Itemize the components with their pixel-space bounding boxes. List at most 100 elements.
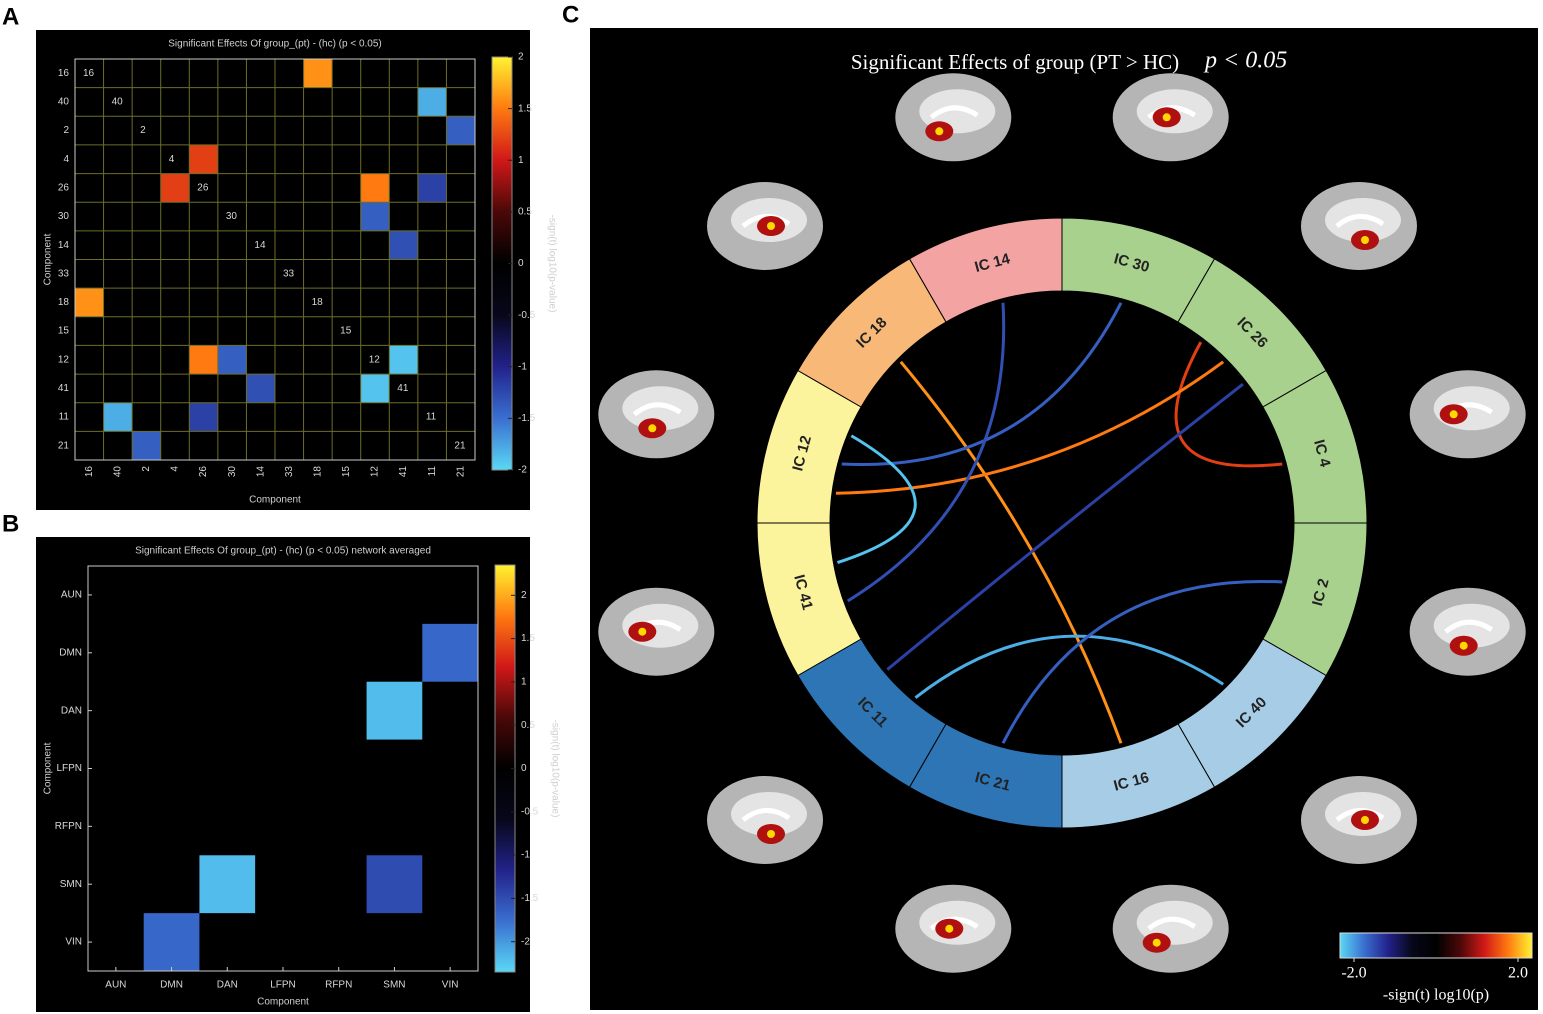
panel: [590, 28, 1538, 1010]
brain-peak: [935, 127, 944, 136]
diagonal-label: 11: [426, 412, 437, 423]
cell: [303, 59, 333, 88]
brain-thumbnail: [598, 370, 715, 459]
cell: [360, 202, 390, 231]
brain-peak: [767, 829, 776, 838]
x-tick-label: 14: [255, 466, 266, 478]
diagonal-label: 18: [312, 297, 324, 308]
y-tick-label: AUN: [61, 590, 82, 601]
x-tick-label: LFPN: [270, 980, 296, 991]
colorbar-tick-label: -2: [518, 465, 527, 476]
brain-callosum: [632, 402, 682, 417]
link: [899, 360, 1123, 744]
cell: [246, 374, 275, 403]
diagonal-label: 40: [112, 97, 124, 108]
cell: [360, 173, 390, 203]
brain-peak: [767, 222, 776, 231]
colorbar-label: -sign(t) log10(p-value): [549, 720, 560, 818]
y-tick-label: 40: [58, 97, 70, 108]
brain-thumbnail: [598, 587, 715, 676]
brain-thumbnail: [707, 775, 824, 864]
y-tick-label: 12: [58, 354, 70, 365]
x-tick-label: 18: [312, 466, 323, 478]
brain-peak: [1360, 236, 1369, 245]
colorbar-tick-label: 0: [521, 763, 527, 774]
cell: [366, 681, 423, 740]
y-tick-label: 41: [58, 383, 70, 394]
colorbar-tick-label: 1: [518, 155, 524, 166]
y-tick-label: 30: [58, 211, 70, 222]
brain-fold: [1324, 198, 1401, 243]
link: [1174, 341, 1283, 468]
cell: [189, 402, 218, 432]
cell: [389, 230, 418, 260]
link: [835, 360, 1225, 495]
x-tick-label: 15: [341, 466, 352, 478]
diagonal-label: 15: [340, 326, 352, 337]
y-tick-label: 4: [63, 154, 69, 165]
panel: [36, 537, 530, 1012]
x-tick-label: 2: [141, 466, 152, 472]
x-tick-label: DMN: [160, 980, 183, 991]
colorbar-tick-label: 1.5: [521, 633, 535, 644]
diagonal-label: 33: [283, 268, 295, 279]
y-tick-label: SMN: [60, 879, 82, 890]
cell: [366, 855, 423, 914]
brain-peak: [638, 627, 647, 636]
brain-callosum: [929, 105, 979, 120]
brain-callosum: [929, 916, 979, 931]
brain-thumbnail: [707, 182, 824, 271]
y-tick-label: 26: [58, 183, 70, 194]
x-axis-label: Component: [249, 495, 301, 506]
cell: [417, 87, 447, 117]
brain-callosum: [1147, 916, 1197, 931]
x-tick-label: AUN: [105, 980, 126, 991]
x-tick-label: 11: [427, 466, 438, 477]
x-tick-label: RFPN: [325, 980, 352, 991]
chart-subtitle: p < 0.05: [1203, 48, 1287, 74]
colorbar-tick-label: 0: [518, 258, 524, 269]
y-tick-label: 14: [58, 240, 70, 251]
brain-peak: [1459, 641, 1468, 650]
brain-callosum: [1147, 105, 1197, 120]
brain-peak: [1152, 938, 1161, 947]
link: [1001, 579, 1283, 744]
colorbar-tick-label: 1: [521, 677, 527, 688]
x-tick-label: DAN: [217, 980, 238, 991]
brain-fold: [622, 386, 699, 431]
brain-callosum: [1444, 619, 1494, 634]
chart-title: Significant Effects of group (PT > HC): [851, 50, 1179, 74]
brain-callosum: [741, 807, 791, 822]
colorbar-tick-label: -0.5: [521, 806, 539, 817]
brain-callosum: [1335, 807, 1385, 822]
colorbar-tick-label: -1.5: [518, 413, 536, 424]
diagonal-label: 30: [226, 211, 238, 222]
colorbar-tick-label: 2: [518, 52, 524, 63]
y-tick-label: VIN: [65, 937, 82, 948]
colorbar-tick-label: -1.5: [521, 893, 539, 904]
diagonal-label: 12: [369, 354, 381, 365]
x-tick-label: 4: [170, 466, 181, 472]
y-tick-label: 21: [58, 440, 70, 451]
ring-segment: [797, 258, 947, 408]
y-tick-label: LFPN: [56, 763, 82, 774]
brain-peak: [1360, 815, 1369, 824]
brain-thumbnail: [1112, 884, 1229, 973]
link: [837, 434, 917, 565]
x-axis-label: Component: [257, 997, 309, 1008]
y-axis-label: Component: [43, 233, 54, 285]
segment-label: IC 4: [1310, 438, 1334, 470]
brain-thumbnail: [1409, 587, 1526, 676]
y-tick-label: 2: [63, 125, 69, 136]
diagonal-label: 2: [140, 125, 146, 136]
brain-peak: [648, 424, 657, 433]
brain-fold: [1433, 603, 1510, 648]
cell: [143, 913, 200, 971]
colorbar-tick-label: 0.5: [521, 720, 535, 731]
colorbar-tick-label: -1: [518, 361, 527, 372]
diagonal-label: 4: [169, 154, 175, 165]
cell: [422, 623, 478, 682]
y-tick-label: 16: [58, 68, 70, 79]
brain-thumbnail: [1300, 182, 1417, 271]
